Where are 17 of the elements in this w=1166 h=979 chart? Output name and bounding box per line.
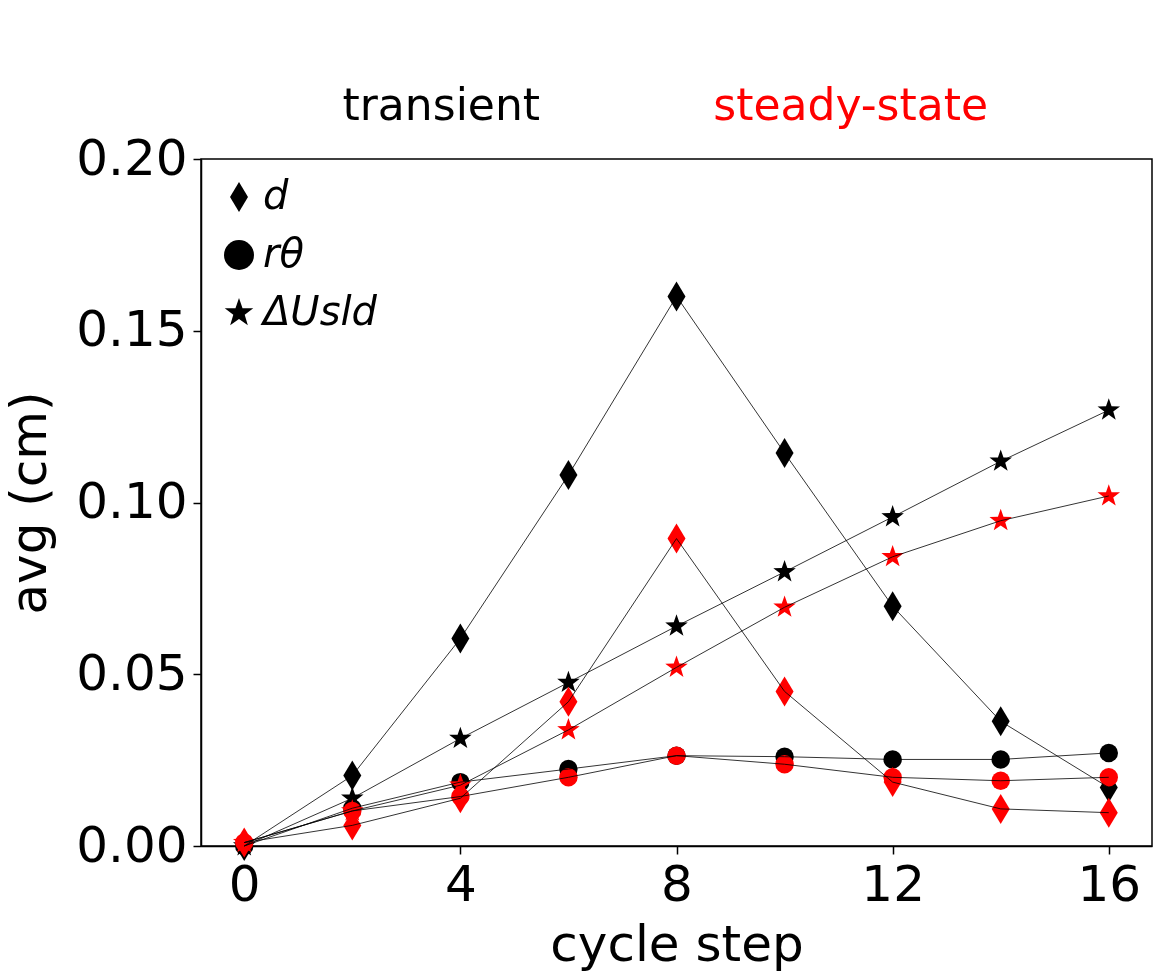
legend-label: d: [263, 172, 289, 218]
x-tick-label: 0: [228, 854, 261, 913]
x-tick-label: 12: [861, 854, 925, 913]
x-axis-title: cycle step: [550, 914, 804, 973]
y-tick-label: 0.10: [76, 472, 188, 530]
legend-label: ΔUsld: [260, 288, 378, 334]
y-axis-title: avg (cm): [0, 391, 59, 615]
x-tick-label: 16: [1077, 854, 1142, 913]
y-tick-label: 0.20: [76, 128, 188, 187]
legend-label: rθ: [263, 230, 304, 276]
x-tick-label: 8: [661, 854, 693, 913]
y-tick-label: 0.00: [76, 815, 188, 874]
x-tick-label: 4: [444, 854, 477, 913]
y-tick-label: 0.15: [76, 300, 188, 359]
y-tick-label: 0.05: [76, 643, 188, 702]
text: steady-state: [713, 79, 989, 130]
text: transient: [342, 79, 541, 130]
